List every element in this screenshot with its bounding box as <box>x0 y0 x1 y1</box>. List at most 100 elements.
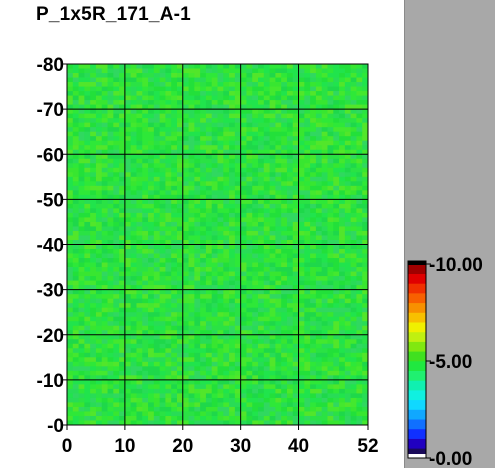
heatmap-cell <box>182 203 189 209</box>
heatmap-cell <box>124 420 132 426</box>
heatmap-cell <box>217 325 224 331</box>
heatmap-cell <box>263 280 270 286</box>
heatmap-cell <box>321 239 328 245</box>
heatmap-cell <box>107 420 114 426</box>
heatmap-cell <box>119 163 126 169</box>
heatmap-cell <box>263 82 270 87</box>
heatmap-cell <box>315 343 323 349</box>
heatmap-cell <box>333 163 340 169</box>
heatmap-cell <box>67 384 74 390</box>
heatmap-cell <box>176 420 184 426</box>
heatmap-cell <box>362 325 369 331</box>
heatmap-cell <box>159 226 166 232</box>
heatmap-cell <box>90 258 97 263</box>
heatmap-cell <box>153 384 161 390</box>
heatmap-cell <box>90 172 97 178</box>
heatmap-cell <box>101 104 108 110</box>
heatmap-cell <box>95 127 103 133</box>
heatmap-cell <box>188 136 195 142</box>
heatmap-cell <box>148 384 155 390</box>
heatmap-cell <box>344 262 352 268</box>
heatmap-cell <box>124 253 132 259</box>
heatmap-cell <box>176 145 184 151</box>
heatmap-cell <box>200 352 207 358</box>
heatmap-cell <box>101 267 108 272</box>
heatmap-cell <box>258 131 265 137</box>
heatmap-cell <box>159 397 166 403</box>
heatmap-cell <box>234 298 242 304</box>
heatmap-cell <box>269 113 276 119</box>
heatmap-cell <box>292 109 299 115</box>
heatmap-cell <box>327 239 334 245</box>
heatmap-cell <box>339 384 346 390</box>
heatmap-cell <box>159 384 166 390</box>
heatmap-cell <box>72 77 79 83</box>
heatmap-cell <box>286 104 294 110</box>
heatmap-cell <box>327 77 334 83</box>
heatmap-cell <box>240 176 247 182</box>
heatmap-cell <box>182 411 189 417</box>
heatmap-cell <box>194 294 201 300</box>
heatmap-cell <box>95 167 103 173</box>
heatmap-cell <box>281 104 288 110</box>
heatmap-cell <box>252 167 259 173</box>
heatmap-cell <box>304 271 311 277</box>
heatmap-cell <box>95 131 103 137</box>
heatmap-cell <box>263 348 270 354</box>
heatmap-cell <box>246 230 253 236</box>
heatmap-cell <box>234 64 242 69</box>
heatmap-cell <box>130 384 137 390</box>
heatmap-cell <box>72 158 79 164</box>
heatmap-cell <box>246 249 253 254</box>
heatmap-cell <box>321 86 328 92</box>
heatmap-cell <box>310 73 317 78</box>
heatmap-cell <box>234 406 242 412</box>
heatmap-cell <box>281 190 288 196</box>
heatmap-cell <box>304 64 311 69</box>
heatmap-cell <box>246 239 253 245</box>
heatmap-cell <box>327 276 334 281</box>
heatmap-cell <box>148 321 155 327</box>
heatmap-cell <box>321 334 328 340</box>
heatmap-cell <box>153 352 161 358</box>
heatmap-cell <box>119 221 126 227</box>
heatmap-cell <box>217 384 224 390</box>
heatmap-cell <box>292 366 299 372</box>
heatmap-cell <box>188 384 195 390</box>
heatmap-cell <box>223 167 230 173</box>
heatmap-cell <box>67 249 74 254</box>
heatmap-cell <box>101 172 108 178</box>
heatmap-cell <box>298 154 305 160</box>
heatmap-cell <box>310 122 317 128</box>
heatmap-cell <box>165 158 172 164</box>
heatmap-cell <box>234 239 242 245</box>
heatmap-cell <box>84 271 91 277</box>
heatmap-cell <box>130 375 137 381</box>
heatmap-cell <box>223 375 230 381</box>
heatmap-cell <box>229 343 236 349</box>
heatmap-cell <box>246 68 253 74</box>
heatmap-cell <box>95 73 103 78</box>
heatmap-cell <box>205 212 213 218</box>
heatmap-cell <box>362 239 369 245</box>
heatmap-cell <box>269 203 276 209</box>
heatmap-cell <box>281 77 288 83</box>
heatmap-cell <box>136 64 143 69</box>
heatmap-cell <box>78 77 85 83</box>
heatmap-cell <box>281 253 288 259</box>
heatmap-cell <box>240 185 247 191</box>
heatmap-cell <box>84 181 91 187</box>
heatmap-cell <box>315 113 323 119</box>
heatmap-cell <box>258 230 265 236</box>
heatmap-cell <box>333 136 340 142</box>
heatmap-cell <box>124 212 132 218</box>
heatmap-cell <box>269 298 276 304</box>
heatmap-cell <box>200 77 207 83</box>
heatmap-cell <box>310 100 317 106</box>
heatmap-cell <box>350 276 357 281</box>
heatmap-cell <box>153 307 161 313</box>
heatmap-cell <box>269 127 276 133</box>
colorbar-segment <box>408 273 426 284</box>
heatmap-cell <box>84 212 91 218</box>
heatmap-cell <box>304 68 311 74</box>
